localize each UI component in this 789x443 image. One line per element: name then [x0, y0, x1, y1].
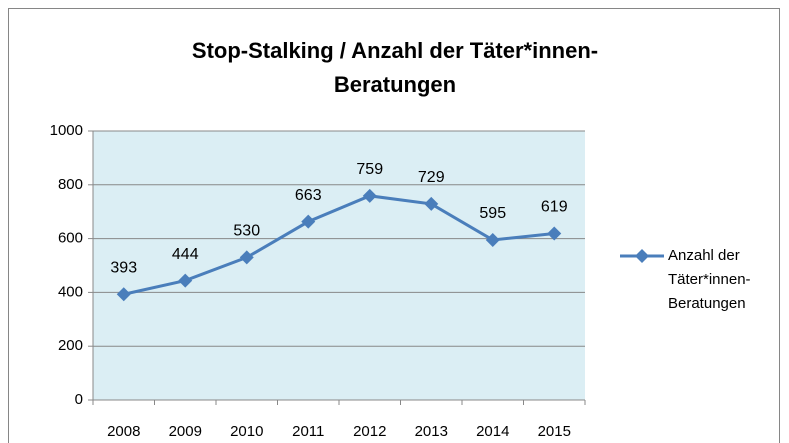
data-label: 393: [110, 260, 137, 277]
x-tick-label: 2009: [169, 423, 202, 440]
data-label: 759: [356, 161, 383, 178]
x-tick-label: 2011: [292, 423, 324, 440]
marker: [178, 273, 193, 288]
y-tick-label: 1000: [50, 122, 83, 139]
marker: [239, 250, 254, 265]
data-label: 595: [479, 205, 506, 222]
y-tick-label: 200: [58, 337, 83, 354]
x-tick-label: 2010: [230, 423, 263, 440]
chart-title: Stop-Stalking / Anzahl der Täter*innen-B…: [191, 38, 599, 97]
y-tick-label: 400: [58, 283, 83, 300]
y-tick-label: 0: [75, 391, 83, 408]
marker: [116, 287, 131, 302]
chart-border: [8, 8, 780, 443]
x-tick-label: 2014: [476, 423, 509, 440]
x-tick-label: 2008: [107, 423, 140, 440]
plot-area: [93, 131, 585, 400]
marker: [547, 226, 562, 241]
y-tick-label: 600: [58, 230, 83, 247]
data-label: 619: [541, 199, 568, 216]
data-label: 663: [295, 187, 322, 204]
legend-label: Anzahl der Täter*innen-Beratungen: [668, 247, 751, 312]
legend-marker: [635, 249, 649, 263]
x-tick-label: 2013: [415, 423, 448, 440]
marker: [362, 188, 377, 203]
marker: [424, 196, 439, 211]
data-label: 444: [172, 246, 199, 263]
y-tick-label: 800: [58, 176, 83, 193]
marker: [301, 214, 316, 229]
marker: [485, 232, 500, 247]
data-label: 530: [233, 223, 260, 240]
data-label: 729: [418, 169, 445, 186]
line: [123, 194, 555, 296]
x-tick-label: 2015: [538, 423, 571, 440]
x-tick-label: 2012: [353, 423, 386, 440]
